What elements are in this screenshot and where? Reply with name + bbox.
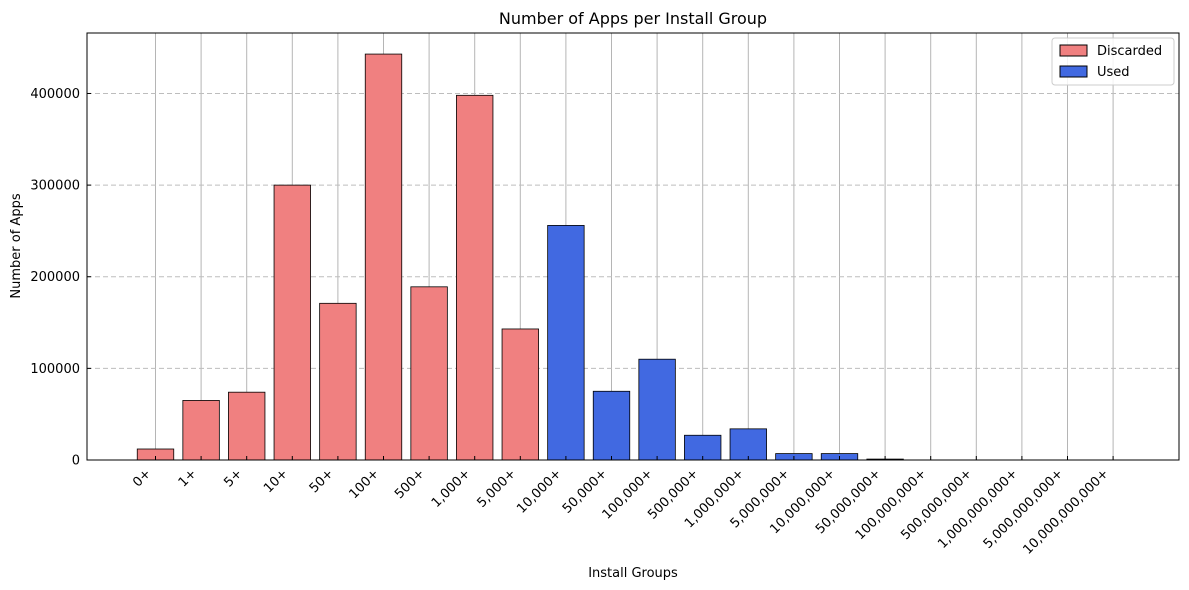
x-tick-label: 500+ <box>392 466 428 502</box>
x-tick-label: 1+ <box>176 466 200 490</box>
x-tick-label: 1,000+ <box>429 466 474 511</box>
x-tick-label: 5+ <box>221 466 245 490</box>
bar-discarded <box>319 302 357 461</box>
legend-swatch-used <box>1059 65 1088 78</box>
bar-discarded <box>410 286 448 461</box>
x-tick-label: 1,000,000,000+ <box>935 466 1021 552</box>
bar-used <box>592 390 631 461</box>
y-tick-label: 100000 <box>30 362 80 377</box>
x-tick-label: 5,000,000,000+ <box>981 466 1067 552</box>
legend-swatch-discarded <box>1059 44 1088 57</box>
bar-used <box>547 225 585 461</box>
plot-frame <box>86 32 1180 461</box>
bar-discarded <box>456 94 494 461</box>
bar-discarded <box>364 53 403 461</box>
bar-discarded <box>501 328 539 461</box>
x-axis-label: Install Groups <box>588 566 678 581</box>
x-tick-label: 5,000+ <box>475 466 520 511</box>
bar-used <box>729 428 767 461</box>
y-tick-label: 0 <box>72 454 80 469</box>
bar-discarded <box>182 400 220 461</box>
legend-label-discarded: Discarded <box>1097 44 1162 59</box>
x-tick-label: 10,000,000,000+ <box>1021 466 1112 557</box>
y-tick-label: 200000 <box>30 270 80 285</box>
y-axis-label: Number of Apps <box>9 193 24 298</box>
legend-label-used: Used <box>1097 65 1130 80</box>
legend: Discarded Used <box>1051 37 1175 86</box>
bar-discarded <box>273 184 311 461</box>
bar-used <box>638 358 676 461</box>
y-tick-label: 300000 <box>30 179 80 194</box>
x-tick-label: 100+ <box>346 466 382 502</box>
x-axis-ticks: 0+ 1+ 5+ 10+ 50+ 100+ 500+ 1,000+ 5,000+10,000+ 5… <box>130 456 1114 558</box>
x-tick-label: 0+ <box>130 466 154 490</box>
chart-title: Number of Apps per Install Group <box>499 9 767 28</box>
y-axis-ticks: 0 100000 200000 300000 400000 <box>30 87 91 469</box>
x-tick-label: 10,000+ <box>514 466 564 516</box>
y-tick-label: 400000 <box>30 87 80 102</box>
x-tick-label: 50+ <box>307 466 337 496</box>
bar-discarded <box>228 391 266 461</box>
x-tick-label: 10+ <box>261 466 291 496</box>
bars <box>136 53 904 461</box>
y-gridlines <box>87 92 1179 369</box>
